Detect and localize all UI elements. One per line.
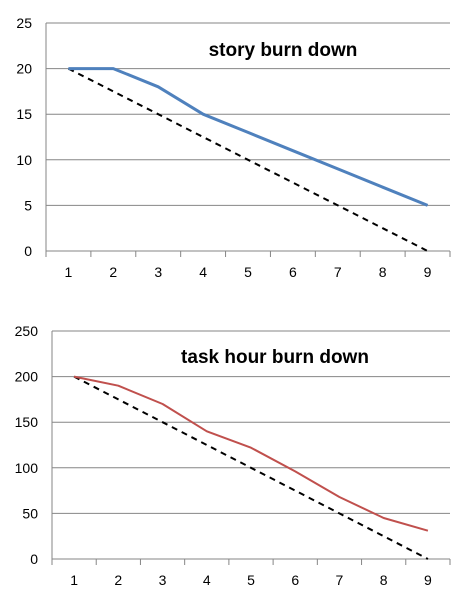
x-tick-label: 1	[70, 572, 78, 588]
y-tick-label: 50	[22, 505, 38, 521]
chart-title: task hour burn down	[181, 347, 369, 368]
x-tick-label: 3	[159, 572, 167, 588]
y-tick-label: 150	[15, 414, 39, 430]
y-tick-label: 200	[15, 369, 39, 385]
y-tick-label: 100	[15, 460, 39, 476]
x-tick-label: 2	[114, 572, 122, 588]
ideal-burn-down-line	[73, 375, 429, 560]
y-tick-label: 0	[24, 243, 32, 259]
story-burn-down-svg: 0 5 10 15 20 25 1 2 3 4 5 6 7 8 9 story burn down	[16, 15, 451, 280]
x-tick-label: 5	[244, 264, 252, 280]
y-tick-label: 0	[30, 551, 38, 567]
actual-burn-down-line	[68, 67, 429, 207]
x-tick-label: 9	[424, 572, 432, 588]
x-tick-label: 9	[424, 264, 432, 280]
y-tick-label: 250	[15, 323, 39, 339]
y-tick-label: 20	[16, 61, 32, 77]
x-tick-label: 1	[65, 264, 73, 280]
y-tick-label: 15	[16, 106, 32, 122]
actual-burn-down-line	[73, 375, 429, 532]
x-tick-label: 4	[199, 264, 207, 280]
task-hour-burn-down-svg: 0 50 100 150 200 250 1 2 3 4 5 6 7 8 9 task hour burn …	[15, 323, 451, 588]
task-hour-burn-down-chart: 0 50 100 150 200 250 1 2 3 4 5 6 7 8 9 task hour burn …	[0, 308, 473, 603]
x-tick-label: 5	[247, 572, 255, 588]
x-tick-label: 6	[291, 572, 299, 588]
x-tick-label: 8	[379, 264, 387, 280]
chart-title: story burn down	[209, 40, 358, 61]
x-tick-label: 3	[154, 264, 162, 280]
x-tick-label: 4	[203, 572, 211, 588]
y-tick-label: 25	[16, 15, 32, 31]
story-burn-down-chart: 0 5 10 15 20 25 1 2 3 4 5 6 7 8 9 story burn down	[0, 0, 473, 290]
x-tick-label: 7	[336, 572, 344, 588]
ideal-burn-down-line	[67, 67, 429, 252]
x-tick-label: 8	[380, 572, 388, 588]
x-tick-label: 7	[334, 264, 342, 280]
y-tick-label: 10	[16, 152, 32, 168]
x-tick-label: 6	[289, 264, 297, 280]
x-tick-label: 2	[109, 264, 117, 280]
y-tick-label: 5	[24, 197, 32, 213]
